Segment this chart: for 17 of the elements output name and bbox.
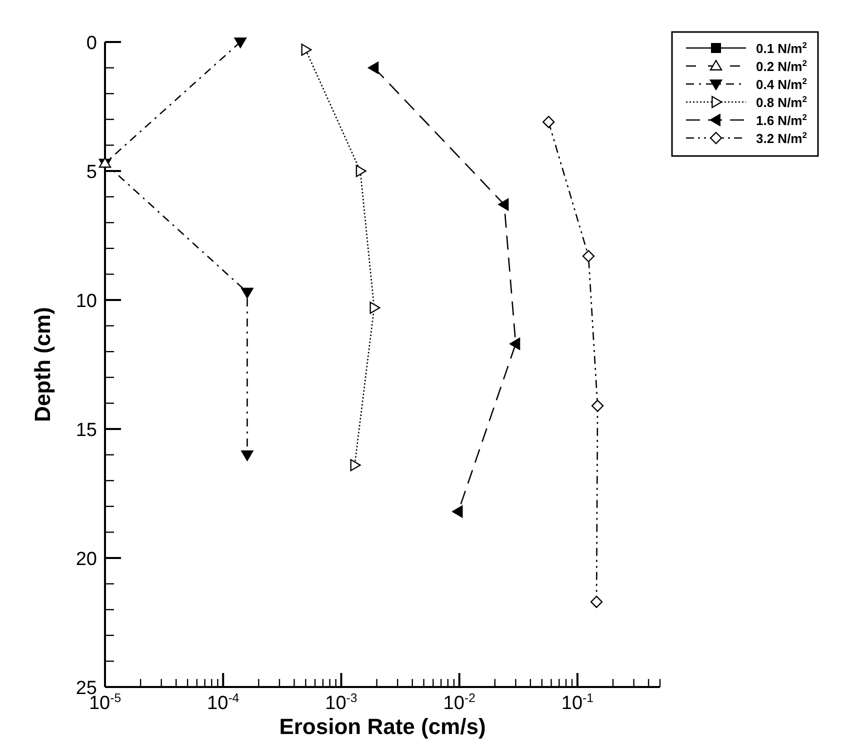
y-tick-label: 5: [86, 162, 97, 183]
y-tick-label: 0: [86, 33, 97, 54]
legend-label: 0.2 N/m$^{2}$: [756, 58, 808, 74]
x-tick-label: 10$^{-3}$: [325, 691, 358, 714]
legend-label: 0.4 N/m$^{2}$: [756, 76, 808, 92]
legend-label: 1.6 N/m$^{2}$: [756, 112, 808, 128]
x-tick-label: 10$^{-4}$: [207, 691, 240, 714]
y-tick-label: 20: [76, 549, 97, 570]
x-tick-label: 10$^{-1}$: [561, 691, 594, 714]
y-tick-label: 10: [76, 291, 97, 312]
legend-label: 3.2 N/m$^{2}$: [756, 130, 808, 146]
x-axis-title: Erosion Rate (cm/s): [279, 714, 486, 739]
x-tick-label: 10$^{-2}$: [443, 691, 476, 714]
y-axis-title: Depth (cm): [30, 307, 55, 422]
y-tick-label: 15: [76, 420, 97, 441]
legend-label: 0.8 N/m$^{2}$: [756, 94, 808, 110]
legend-label: 0.1 N/m$^{2}$: [756, 40, 808, 56]
